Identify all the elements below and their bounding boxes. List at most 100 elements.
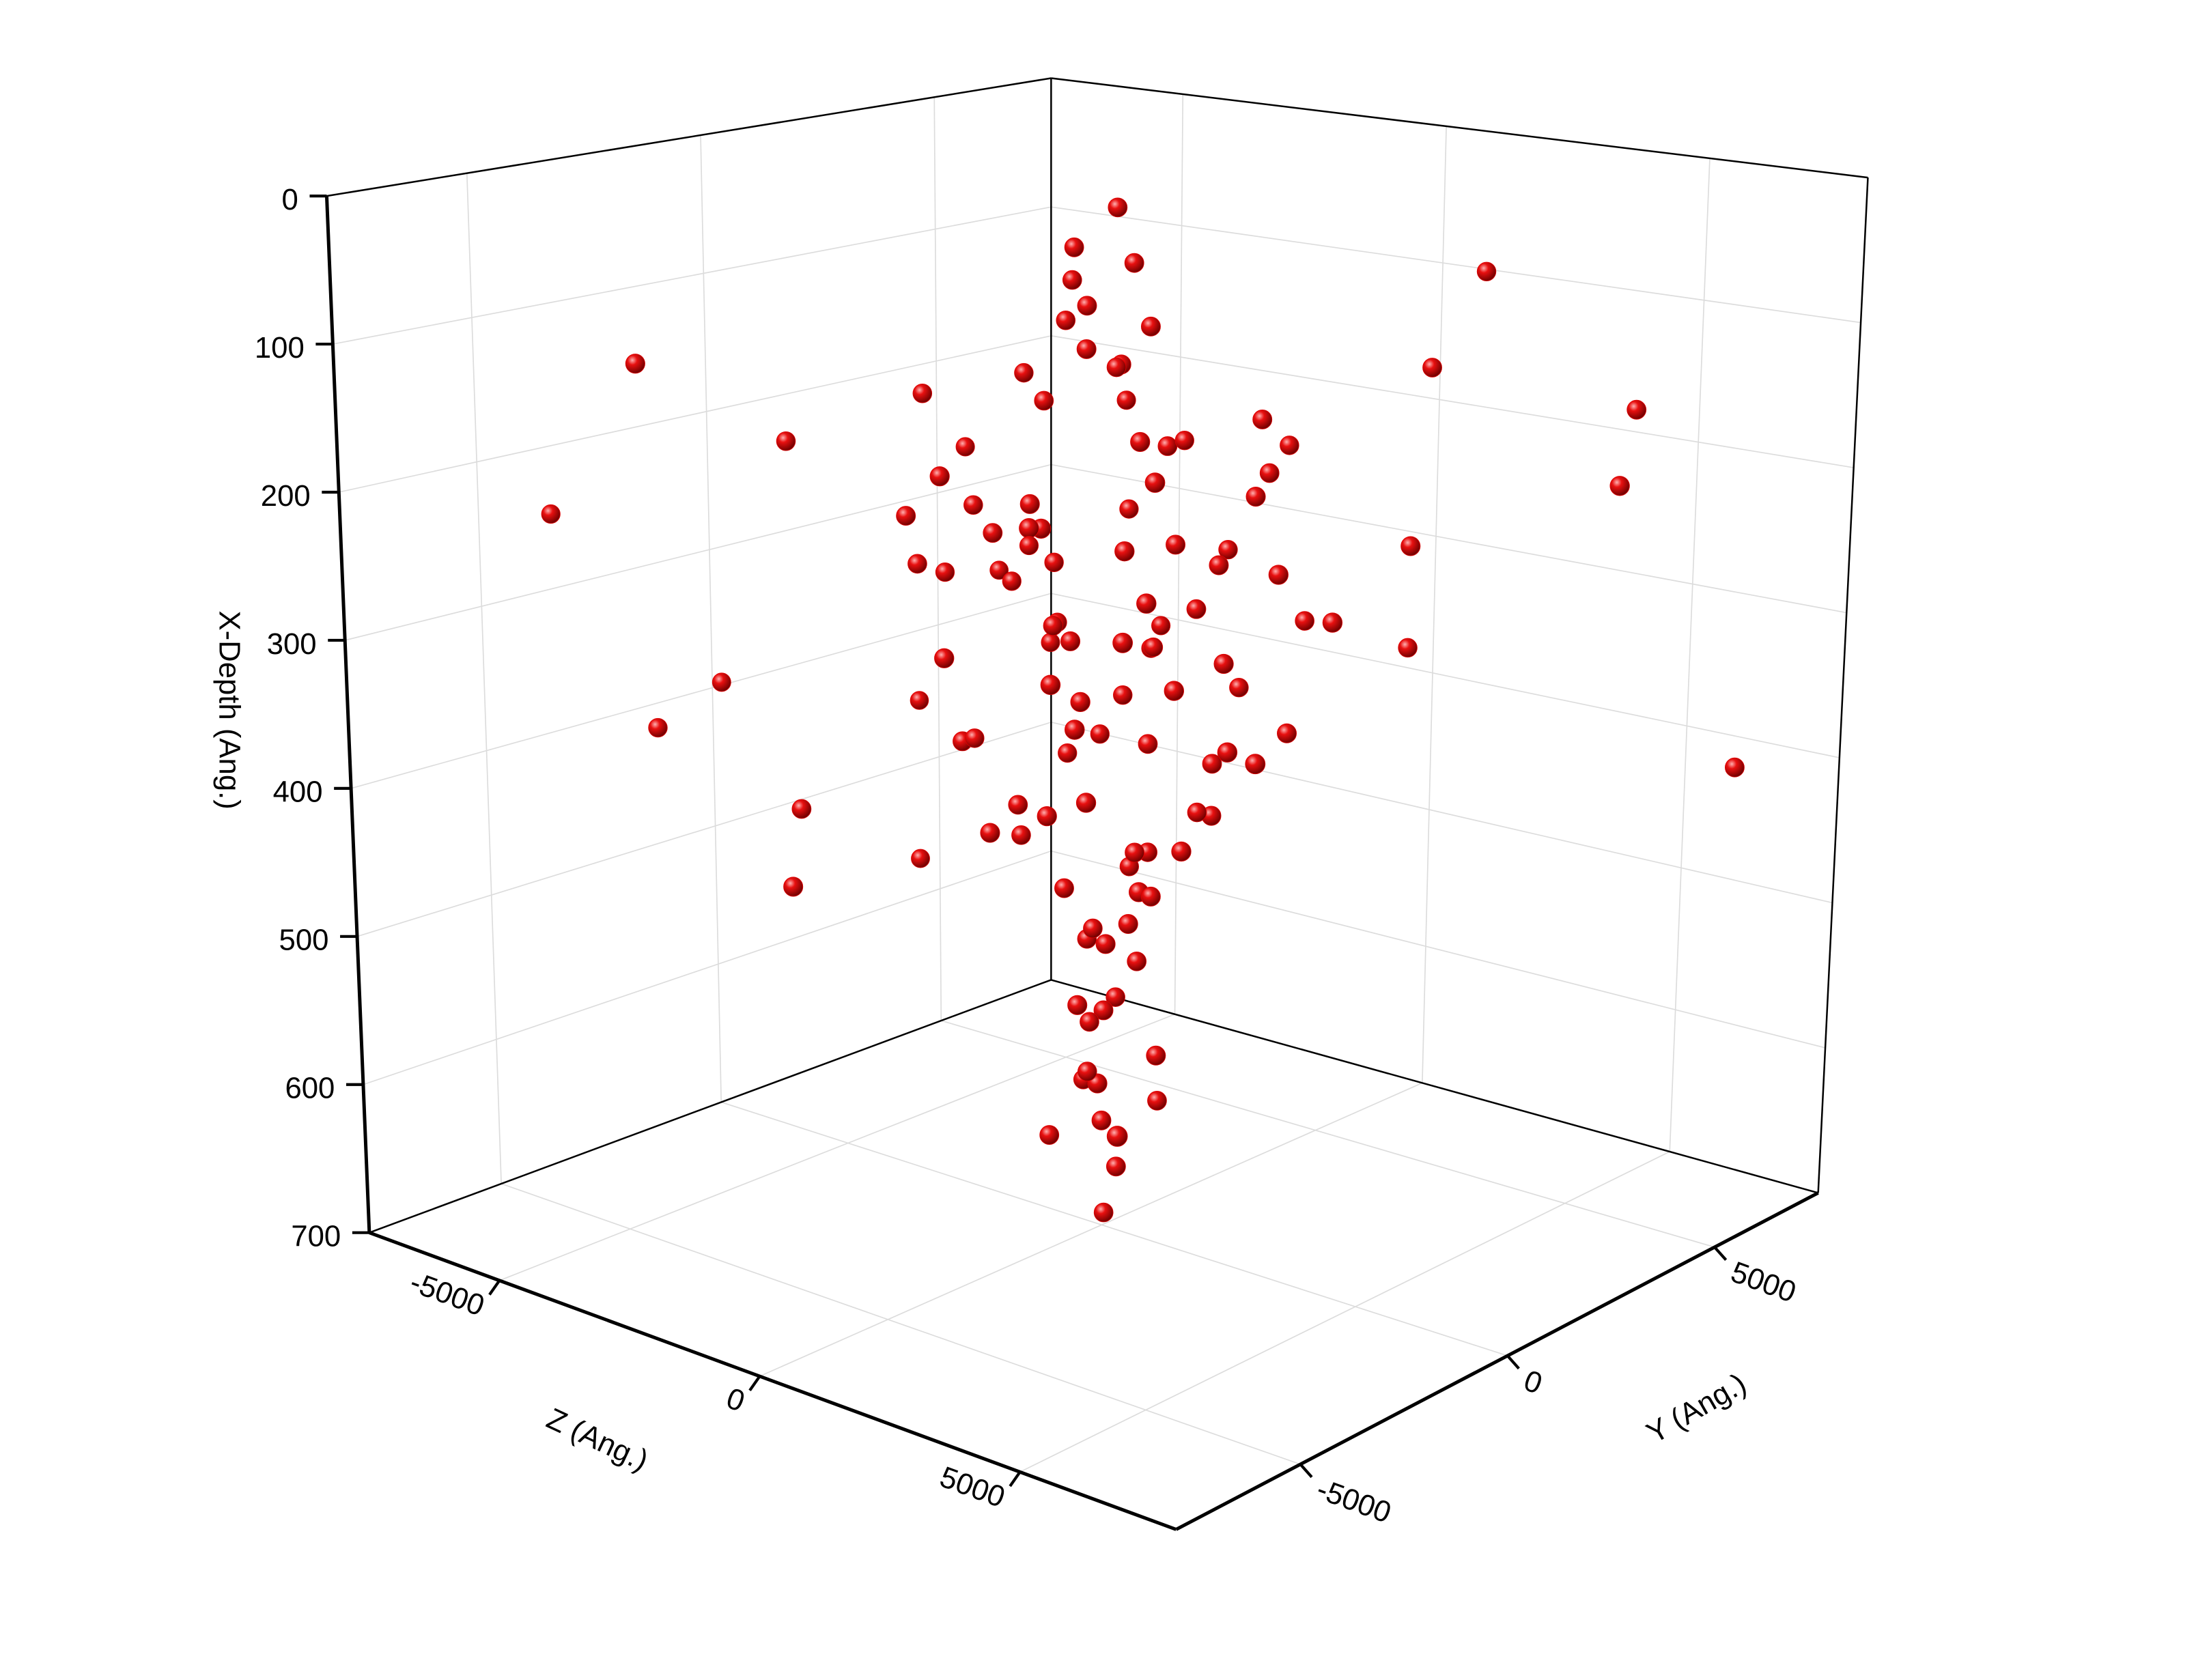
data-point bbox=[955, 437, 975, 457]
grid-line bbox=[333, 206, 1052, 345]
data-point bbox=[648, 717, 668, 738]
data-point bbox=[1252, 410, 1273, 429]
data-point bbox=[1166, 535, 1186, 555]
x-axis-line bbox=[324, 196, 371, 1233]
data-point bbox=[989, 560, 1009, 580]
walls bbox=[326, 77, 1868, 1473]
data-point bbox=[712, 672, 731, 692]
data-point bbox=[783, 877, 804, 897]
data-point bbox=[1245, 754, 1266, 775]
x-tick-label: 600 bbox=[285, 1072, 335, 1105]
grid-line bbox=[1051, 335, 1854, 468]
data-point bbox=[980, 823, 1000, 843]
grid-line bbox=[1051, 850, 1826, 1049]
data-point bbox=[1186, 599, 1207, 619]
tick-mark bbox=[488, 1279, 501, 1296]
data-point bbox=[1083, 918, 1103, 939]
data-point bbox=[1164, 681, 1185, 701]
data-point bbox=[1039, 1125, 1060, 1145]
data-point bbox=[1113, 685, 1133, 705]
data-point bbox=[1112, 632, 1134, 653]
data-point bbox=[1077, 296, 1097, 316]
grid-line bbox=[350, 593, 1052, 789]
data-point bbox=[1125, 842, 1145, 863]
x-tick-label: 200 bbox=[261, 479, 311, 513]
tick-mark bbox=[1506, 1354, 1520, 1370]
data-point bbox=[1093, 1202, 1114, 1223]
data-point bbox=[1064, 237, 1084, 257]
data-point bbox=[1091, 1110, 1112, 1130]
box-edge bbox=[1051, 979, 1818, 1194]
data-point bbox=[1090, 724, 1110, 744]
data-point bbox=[912, 383, 933, 403]
labels: 0 100 200 300 400 500 600 700 -5000 0 5000 -5000 0 50… bbox=[212, 183, 1800, 1530]
box-edge bbox=[1051, 77, 1868, 179]
data-point bbox=[935, 562, 955, 582]
data-point bbox=[1054, 878, 1074, 898]
data-point bbox=[1144, 472, 1166, 493]
grid-line bbox=[720, 1101, 1508, 1356]
data-point bbox=[1130, 431, 1151, 453]
data-point bbox=[1062, 270, 1082, 290]
tick-mark bbox=[748, 1375, 761, 1392]
data-point bbox=[1076, 339, 1097, 359]
box-edge bbox=[369, 979, 1052, 1234]
data-point bbox=[1106, 1156, 1126, 1177]
grid-line bbox=[700, 134, 722, 1102]
frame bbox=[309, 77, 1869, 1531]
data-point bbox=[625, 354, 645, 374]
data-point bbox=[1106, 357, 1127, 378]
grid-line bbox=[1051, 206, 1861, 324]
data-point bbox=[1093, 1000, 1114, 1021]
data-point bbox=[1065, 720, 1085, 740]
data-point bbox=[1106, 1126, 1128, 1147]
data-point bbox=[1040, 674, 1061, 696]
x-tick-label: 400 bbox=[273, 775, 323, 809]
data-point bbox=[1067, 995, 1088, 1015]
points bbox=[541, 197, 1745, 1223]
z-tick-label: 0 bbox=[722, 1382, 749, 1419]
data-point bbox=[1136, 593, 1157, 614]
data-point bbox=[1174, 431, 1194, 451]
x-tick-label: 700 bbox=[291, 1220, 341, 1253]
data-point bbox=[1171, 841, 1192, 862]
grid-line bbox=[1019, 1151, 1670, 1473]
data-point bbox=[1422, 358, 1442, 378]
data-point bbox=[1217, 742, 1238, 763]
data-point bbox=[1140, 316, 1161, 337]
data-point bbox=[1002, 571, 1022, 591]
data-point bbox=[1627, 399, 1647, 420]
grid-line bbox=[1051, 722, 1833, 904]
data-point bbox=[1019, 494, 1040, 514]
data-point bbox=[1119, 499, 1139, 519]
x-axis-title: X-Depth (Ang.) bbox=[212, 611, 246, 810]
data-point bbox=[1157, 436, 1178, 456]
data-point bbox=[1056, 310, 1076, 330]
z-tick-label: -5000 bbox=[406, 1265, 489, 1322]
data-point bbox=[1259, 463, 1280, 483]
data-point bbox=[929, 466, 950, 487]
data-point bbox=[1143, 637, 1164, 657]
z-axis-line bbox=[368, 1231, 1177, 1531]
grid-line bbox=[1669, 158, 1711, 1152]
x-tick-label: 500 bbox=[279, 924, 329, 957]
data-point bbox=[907, 554, 927, 574]
grid-line bbox=[1051, 593, 1840, 758]
data-point bbox=[1140, 886, 1161, 907]
grid-line bbox=[759, 1082, 1423, 1377]
data-point bbox=[965, 728, 985, 748]
data-point bbox=[1044, 552, 1064, 573]
data-point bbox=[1151, 616, 1171, 636]
x-tick-label: 300 bbox=[267, 627, 317, 661]
data-point bbox=[983, 523, 1003, 543]
data-point bbox=[1041, 633, 1060, 652]
data-point bbox=[1114, 541, 1135, 562]
data-point bbox=[1014, 362, 1034, 383]
data-point bbox=[791, 799, 812, 819]
grid-line bbox=[363, 850, 1052, 1085]
data-point bbox=[1245, 487, 1266, 507]
data-point bbox=[1229, 677, 1249, 698]
data-point bbox=[1116, 390, 1136, 410]
data-point bbox=[1322, 612, 1343, 633]
grid-line bbox=[941, 1020, 1715, 1248]
